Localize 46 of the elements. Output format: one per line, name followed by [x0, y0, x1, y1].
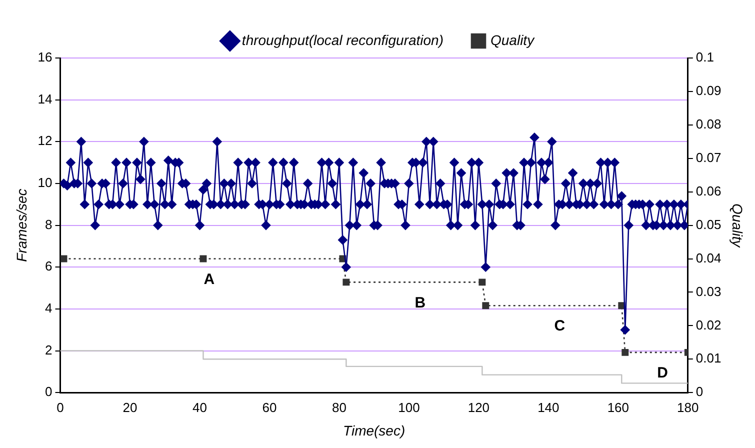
point	[200, 255, 207, 262]
y2-tick-label: 0.02	[696, 317, 722, 332]
annotation: D	[657, 364, 668, 382]
point	[342, 278, 350, 286]
y2-tick-label: 0.07	[696, 150, 722, 165]
x-tick-label: 60	[262, 400, 277, 415]
y2-tick-label: 0.08	[696, 116, 722, 132]
y2-tick-label: 0.03	[696, 284, 722, 299]
y-tick-label: 14	[38, 91, 52, 106]
y-tick-label: 8	[45, 216, 52, 232]
y-tick-label: 6	[45, 258, 52, 274]
x-tick-label: 100	[398, 400, 420, 415]
y2-tick-label: 0	[696, 384, 704, 400]
y2-tick-label: 0.05	[696, 216, 722, 232]
x-axis-title: Time(sec)	[343, 422, 406, 438]
y2-tick-label: 0.06	[696, 183, 722, 198]
point	[622, 348, 629, 356]
legend-label: Quality	[490, 32, 536, 48]
point	[482, 302, 490, 310]
y-tick-label: 4	[45, 300, 52, 316]
x-tick-label: 120	[468, 400, 490, 415]
y-tick-label: 10	[38, 175, 52, 190]
y-tick-label: 2	[45, 342, 52, 358]
annotation: C	[554, 318, 566, 335]
point	[60, 255, 68, 262]
x-tick-label: 160	[607, 400, 630, 415]
y2-tick-label: 0.01	[696, 350, 722, 366]
x-tick-label: 80	[332, 400, 346, 415]
y2-tick-label: 0.1	[696, 50, 714, 65]
x-tick-label: 20	[122, 400, 138, 415]
y-tick-label: 16	[38, 50, 52, 65]
y2-axis-title: Quality	[730, 204, 746, 248]
y-axis-title: Frames/sec	[13, 188, 30, 262]
y-tick-label: 0	[45, 384, 52, 400]
annotation: A	[204, 270, 215, 288]
x-tick-label: 40	[192, 400, 207, 415]
x-tick-label: 180	[677, 400, 699, 415]
x-tick-label: 140	[538, 400, 560, 415]
legend-label: throughput(local reconfiguration)	[242, 32, 444, 48]
y-tick-label: 12	[38, 133, 52, 148]
point	[478, 278, 486, 286]
annotation: B	[414, 294, 426, 312]
point	[618, 302, 626, 310]
x-tick-label: 0	[56, 400, 64, 415]
y2-tick-label: 0.04	[696, 250, 722, 266]
y2-tick-label: 0.09	[696, 83, 722, 98]
